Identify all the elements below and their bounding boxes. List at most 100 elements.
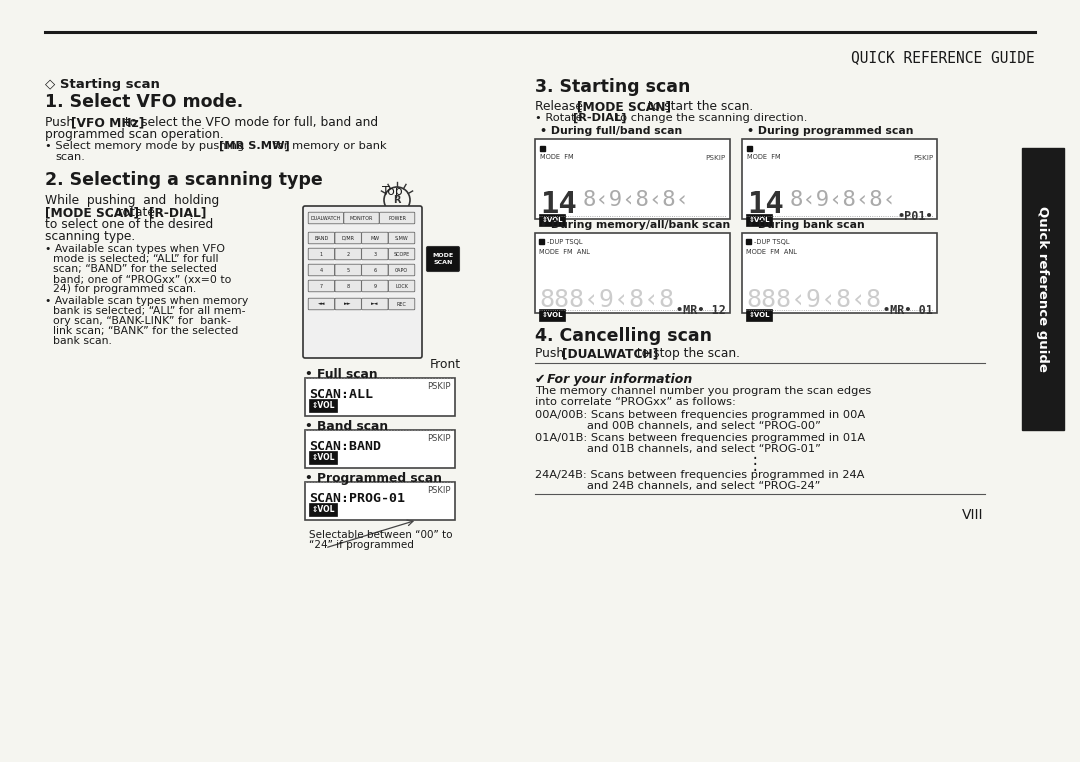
Text: PSKIP: PSKIP: [705, 155, 726, 161]
Text: programmed scan operation.: programmed scan operation.: [45, 128, 224, 141]
Bar: [1022, 148, 1064, 430]
Text: 7: 7: [320, 283, 323, 289]
Text: ✔: ✔: [535, 373, 550, 386]
Text: Front: Front: [430, 358, 461, 371]
Text: BAND: BAND: [314, 235, 328, 241]
Text: 24) for programmed scan.: 24) for programmed scan.: [53, 284, 197, 294]
FancyBboxPatch shape: [746, 214, 772, 226]
Text: and 24B channels, and select “PROG-24”: and 24B channels, and select “PROG-24”: [588, 481, 821, 491]
Text: 14: 14: [747, 190, 784, 219]
Text: The memory channel number you program the scan edges: The memory channel number you program th…: [535, 386, 872, 396]
Text: DUALWATCH: DUALWATCH: [311, 216, 341, 220]
FancyBboxPatch shape: [343, 212, 379, 224]
Bar: [535, 233, 730, 313]
Text: scan; “BAND” for the selected: scan; “BAND” for the selected: [53, 264, 217, 274]
Text: PSKIP: PSKIP: [913, 155, 933, 161]
Text: • Select memory mode by pushing: • Select memory mode by pushing: [45, 141, 248, 151]
FancyBboxPatch shape: [389, 298, 415, 310]
Text: PSKIP: PSKIP: [428, 434, 451, 443]
Text: MODE  FM: MODE FM: [540, 154, 573, 160]
Text: VIII: VIII: [961, 508, 983, 522]
Bar: [746, 239, 751, 244]
Text: 1: 1: [320, 251, 323, 257]
Text: S.MW: S.MW: [395, 235, 408, 241]
Text: MW: MW: [370, 235, 379, 241]
Text: ◇ Starting scan: ◇ Starting scan: [45, 78, 160, 91]
Text: 1. Select VFO mode.: 1. Select VFO mode.: [45, 93, 243, 111]
FancyBboxPatch shape: [309, 399, 337, 412]
Text: 24A/24B: Scans between frequencies programmed in 24A: 24A/24B: Scans between frequencies progr…: [535, 470, 864, 480]
FancyBboxPatch shape: [389, 248, 415, 260]
Text: -DUP TSQL: -DUP TSQL: [754, 239, 789, 245]
Text: 2: 2: [347, 251, 350, 257]
Text: Push: Push: [535, 347, 568, 360]
Text: POWER: POWER: [388, 216, 406, 220]
FancyBboxPatch shape: [335, 280, 362, 292]
FancyBboxPatch shape: [539, 309, 565, 321]
FancyBboxPatch shape: [308, 298, 335, 310]
Text: MONITOR: MONITOR: [350, 216, 374, 220]
Text: 00A/00B: Scans between frequencies programmed in 00A: 00A/00B: Scans between frequencies progr…: [535, 410, 865, 420]
Text: 01A/01B: Scans between frequencies programmed in 01A: 01A/01B: Scans between frequencies progr…: [535, 433, 865, 443]
Text: • During bank scan: • During bank scan: [747, 220, 865, 230]
FancyBboxPatch shape: [389, 232, 415, 244]
Text: [MODE SCAN]: [MODE SCAN]: [45, 206, 139, 219]
Text: to start the scan.: to start the scan.: [644, 100, 753, 113]
Text: • During full/band scan: • During full/band scan: [540, 126, 683, 136]
FancyBboxPatch shape: [389, 264, 415, 276]
Text: 4. Cancelling scan: 4. Cancelling scan: [535, 327, 712, 345]
Text: 5: 5: [347, 267, 350, 273]
Text: • Programmed scan: • Programmed scan: [305, 472, 442, 485]
Text: ⇕VOL: ⇕VOL: [541, 217, 563, 223]
Text: 2. Selecting a scanning type: 2. Selecting a scanning type: [45, 171, 323, 189]
Text: ►◄: ►◄: [372, 302, 379, 306]
FancyBboxPatch shape: [362, 298, 388, 310]
Text: ⇕VOL: ⇕VOL: [311, 504, 335, 514]
Bar: [742, 139, 937, 219]
Text: link scan; “BANK” for the selected: link scan; “BANK” for the selected: [53, 326, 239, 336]
Text: •MR• 12: •MR• 12: [676, 305, 726, 318]
Text: 3. Starting scan: 3. Starting scan: [535, 78, 690, 96]
FancyBboxPatch shape: [362, 232, 388, 244]
Text: For your information: For your information: [546, 373, 692, 386]
Text: 3: 3: [374, 251, 377, 257]
Text: mode is selected; “ALL” for full: mode is selected; “ALL” for full: [53, 254, 218, 264]
Text: • During memory/all/bank scan: • During memory/all/bank scan: [540, 220, 730, 230]
Text: 8‹9‹8‹8‹: 8‹9‹8‹8‹: [789, 190, 897, 210]
Text: SCOPE: SCOPE: [393, 251, 409, 257]
Text: 6: 6: [374, 267, 377, 273]
Text: scanning type.: scanning type.: [45, 230, 135, 243]
Text: [MODE SCAN]: [MODE SCAN]: [577, 100, 671, 113]
Text: ⇕VOL: ⇕VOL: [311, 453, 335, 462]
Text: scan.: scan.: [55, 152, 85, 162]
Text: 0APO: 0APO: [395, 267, 408, 273]
FancyBboxPatch shape: [335, 248, 362, 260]
FancyBboxPatch shape: [539, 214, 565, 226]
FancyBboxPatch shape: [746, 309, 772, 321]
Bar: [539, 239, 544, 244]
Text: 4: 4: [320, 267, 323, 273]
Text: into correlate “PROGxx” as follows:: into correlate “PROGxx” as follows:: [535, 397, 735, 407]
FancyBboxPatch shape: [305, 482, 455, 520]
Text: ⇕VOL: ⇕VOL: [541, 312, 563, 318]
Text: ory scan, “BANK-LINK” for  bank-: ory scan, “BANK-LINK” for bank-: [53, 316, 231, 326]
Text: SCAN:PROG-01: SCAN:PROG-01: [309, 491, 405, 504]
Text: ►►: ►►: [345, 302, 352, 306]
Text: Release: Release: [535, 100, 586, 113]
Text: to change the scanning direction.: to change the scanning direction.: [612, 113, 808, 123]
FancyBboxPatch shape: [308, 212, 343, 224]
Text: and 01B channels, and select “PROG-01”: and 01B channels, and select “PROG-01”: [588, 444, 821, 454]
Text: PSKIP: PSKIP: [428, 382, 451, 391]
FancyBboxPatch shape: [309, 451, 337, 464]
Text: ◄◄: ◄◄: [318, 302, 325, 306]
Text: • During programmed scan: • During programmed scan: [747, 126, 914, 136]
Bar: [540, 146, 545, 151]
FancyBboxPatch shape: [308, 232, 335, 244]
Text: [VFO MHz]: [VFO MHz]: [71, 116, 145, 129]
Text: • Full scan: • Full scan: [305, 368, 378, 381]
Text: Quick reference guide: Quick reference guide: [1037, 206, 1050, 372]
Text: -DUP TSQL: -DUP TSQL: [546, 239, 582, 245]
Text: MODE  FM  ANL: MODE FM ANL: [746, 249, 797, 255]
Text: [DUALWATCH]: [DUALWATCH]: [562, 347, 658, 360]
Bar: [742, 233, 937, 313]
